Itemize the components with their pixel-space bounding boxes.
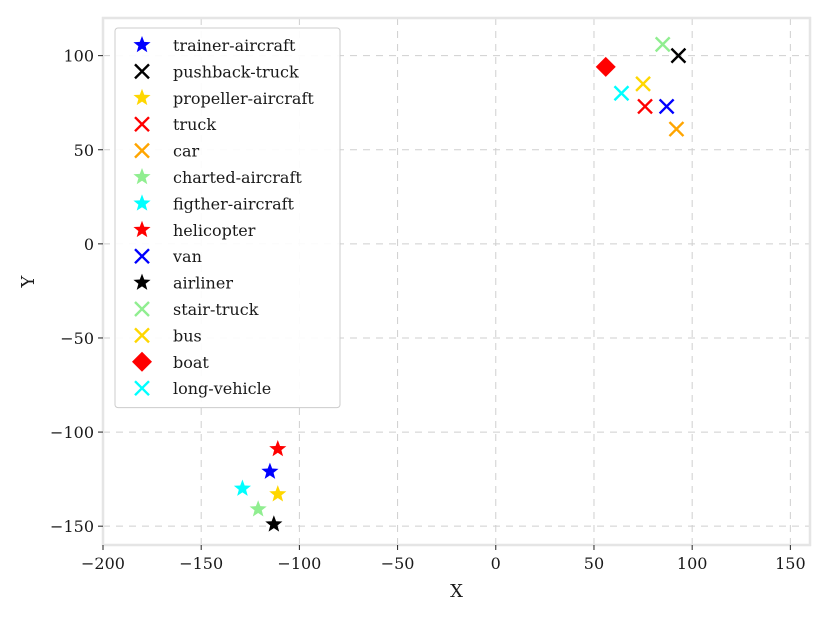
legend-marker-truck	[134, 116, 150, 133]
y-tick-label: 50	[74, 141, 94, 160]
y-tick-label: −100	[50, 423, 94, 442]
legend-label-stair-truck: stair-truck	[173, 300, 259, 319]
legend-marker-figther-aircraft	[133, 194, 151, 211]
x-tick-label: −150	[179, 554, 223, 573]
data-point-propeller-aircraft	[269, 485, 287, 502]
x-tick-label: 0	[491, 554, 501, 573]
data-point-pushback-truck	[670, 47, 687, 64]
data-point-helicopter	[269, 440, 287, 457]
legend-label-propeller-aircraft: propeller-aircraft	[173, 89, 314, 108]
legend-label-airliner: airliner	[173, 274, 233, 293]
legend-label-bus: bus	[173, 326, 202, 345]
legend-marker-propeller-aircraft	[133, 88, 151, 106]
x-axis-label: X	[450, 581, 463, 602]
data-point-boat	[595, 56, 616, 77]
data-point-bus	[635, 76, 651, 92]
y-axis-label: Y	[18, 274, 39, 288]
y-tick-label: −50	[60, 329, 94, 348]
legend-marker-helicopter	[133, 220, 151, 238]
y-tick-label: 100	[63, 47, 94, 66]
data-point-trainer-aircraft	[261, 462, 279, 479]
x-tick-label: −50	[381, 554, 415, 573]
x-tick-label: 100	[677, 554, 708, 573]
legend-marker-bus	[134, 327, 150, 344]
y-tick-label: −150	[50, 517, 94, 536]
legend-marker-stair-truck	[134, 301, 150, 317]
plot-area-frame	[101, 16, 812, 547]
data-point-charted-aircraft	[249, 500, 267, 517]
legend-label-figther-aircraft: figther-aircraft	[173, 194, 295, 213]
legend-label-truck: truck	[173, 115, 216, 134]
legend-marker-long-vehicle	[134, 380, 150, 397]
data-point-truck	[637, 98, 653, 115]
legend-label-car: car	[173, 142, 200, 161]
legend: trainer-aircraft pushback-truck propeller-…	[114, 27, 341, 409]
data-points	[233, 36, 687, 532]
data-point-van	[658, 98, 675, 115]
data-point-car	[668, 121, 685, 137]
data-point-stair-truck	[654, 36, 671, 53]
axis-ticks: −200 −150 −100 −50 0 50 100 150 −150 −100 −50 0 50 10…	[50, 47, 806, 573]
legend-marker-trainer-aircraft	[133, 36, 151, 53]
y-tick-label: 0	[84, 235, 94, 254]
legend-marker-boat	[132, 351, 152, 372]
legend-box	[114, 27, 341, 409]
legend-label-pushback-truck: pushback-truck	[173, 62, 299, 81]
data-point-airliner	[265, 515, 283, 532]
legend-marker-car	[134, 142, 150, 159]
data-point-long-vehicle	[613, 85, 630, 102]
legend-marker-charted-aircraft	[133, 168, 151, 185]
legend-label-boat: boat	[173, 353, 209, 372]
legend-label-charted-aircraft: charted-aircraft	[173, 168, 302, 187]
x-tick-label: −200	[81, 554, 125, 573]
x-tick-label: 50	[584, 554, 604, 573]
legend-marker-van	[134, 248, 150, 265]
x-tick-label: −100	[277, 554, 321, 573]
legend-marker-pushback-truck	[134, 63, 150, 80]
legend-label-long-vehicle: long-vehicle	[173, 379, 271, 398]
legend-label-van: van	[172, 247, 202, 266]
x-tick-label: 150	[775, 554, 806, 573]
legend-marker-airliner	[133, 273, 151, 290]
data-point-figther-aircraft	[233, 479, 251, 496]
legend-label-trainer-aircraft: trainer-aircraft	[173, 36, 296, 55]
legend-label-helicopter: helicopter	[173, 221, 256, 240]
